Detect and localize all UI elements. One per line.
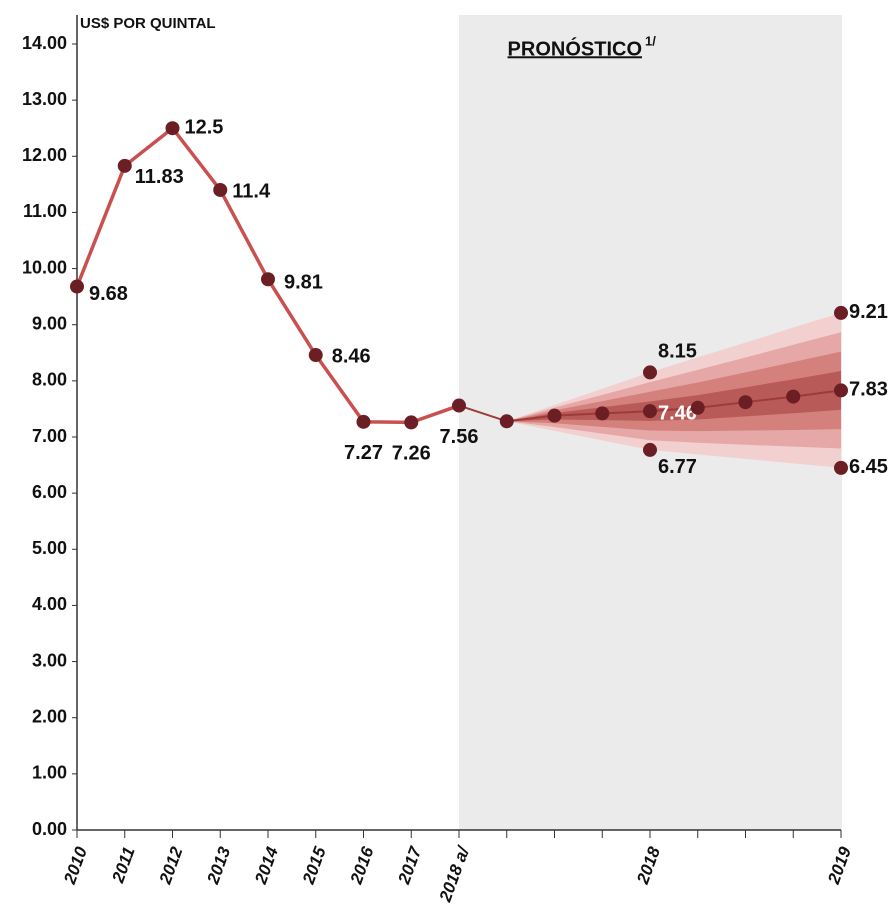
data-label: 8.15 bbox=[658, 341, 697, 363]
data-label: 7.56 bbox=[440, 426, 479, 448]
data-label: 11.4 bbox=[232, 180, 271, 202]
x-tick-label: 2019 bbox=[824, 844, 855, 887]
x-tick-label: 2018 a/ bbox=[435, 842, 473, 905]
marker bbox=[834, 383, 848, 398]
x-tick-label: 2013 bbox=[203, 844, 234, 887]
x-tick-label: 2012 bbox=[155, 844, 186, 887]
y-tick-label: 5.00 bbox=[32, 538, 67, 558]
x-tick-label: 2015 bbox=[299, 844, 330, 887]
marker bbox=[261, 272, 275, 287]
y-tick-label: 9.00 bbox=[32, 313, 67, 333]
marker bbox=[452, 398, 466, 413]
y-tick-label: 6.00 bbox=[32, 482, 67, 502]
marker bbox=[308, 348, 323, 363]
y-tick-label: 14.00 bbox=[22, 33, 67, 53]
data-label: 6.45 bbox=[849, 456, 888, 478]
marker bbox=[165, 121, 180, 136]
data-label: 9.68 bbox=[89, 283, 128, 305]
y-tick-label: 0.00 bbox=[32, 819, 67, 839]
marker bbox=[643, 404, 657, 419]
x-tick-label: 2017 bbox=[394, 843, 426, 887]
axis-title: US$ POR QUINTAL bbox=[80, 15, 216, 32]
data-label: 9.21 bbox=[849, 301, 888, 323]
y-tick-label: 10.00 bbox=[22, 257, 67, 277]
x-tick-label: 2018 bbox=[633, 844, 664, 887]
marker bbox=[834, 460, 848, 475]
data-label: 8.46 bbox=[332, 345, 371, 367]
data-label: 7.27 bbox=[344, 442, 383, 464]
marker bbox=[117, 158, 132, 173]
data-label: 6.77 bbox=[658, 456, 697, 478]
y-tick-label: 3.00 bbox=[32, 650, 67, 670]
marker bbox=[213, 182, 228, 197]
y-tick-label: 7.00 bbox=[32, 426, 67, 446]
x-tick-label: 2016 bbox=[346, 844, 377, 887]
marker bbox=[834, 305, 848, 320]
marker bbox=[404, 415, 419, 430]
data-label: 7.26 bbox=[392, 443, 431, 465]
marker bbox=[595, 406, 610, 421]
marker bbox=[738, 395, 753, 410]
y-tick-label: 8.00 bbox=[32, 370, 67, 390]
x-tick-label: 2014 bbox=[251, 844, 282, 887]
marker bbox=[356, 414, 371, 429]
marker bbox=[643, 442, 657, 457]
data-label: 11.83 bbox=[135, 166, 184, 188]
marker bbox=[70, 279, 84, 294]
data-label: 12.5 bbox=[185, 116, 224, 138]
marker bbox=[643, 365, 657, 380]
x-tick-label: 2011 bbox=[108, 844, 139, 886]
y-tick-label: 13.00 bbox=[22, 89, 67, 109]
forecast-note: 1/ bbox=[645, 33, 656, 48]
y-tick-label: 1.00 bbox=[32, 763, 67, 783]
marker bbox=[499, 414, 514, 429]
marker bbox=[786, 389, 801, 404]
marker bbox=[547, 408, 562, 423]
x-tick-label: 2010 bbox=[60, 844, 91, 887]
y-tick-label: 4.00 bbox=[32, 594, 67, 614]
data-label: 7.83 bbox=[849, 379, 888, 401]
y-tick-label: 11.00 bbox=[23, 201, 67, 221]
marker bbox=[690, 400, 705, 415]
y-tick-label: 2.00 bbox=[32, 706, 67, 726]
data-label: 7.46 bbox=[658, 402, 697, 424]
y-tick-label: 12.00 bbox=[22, 145, 67, 165]
forecast-label: PRONÓSTICO bbox=[508, 36, 642, 60]
data-label: 9.81 bbox=[284, 272, 323, 294]
